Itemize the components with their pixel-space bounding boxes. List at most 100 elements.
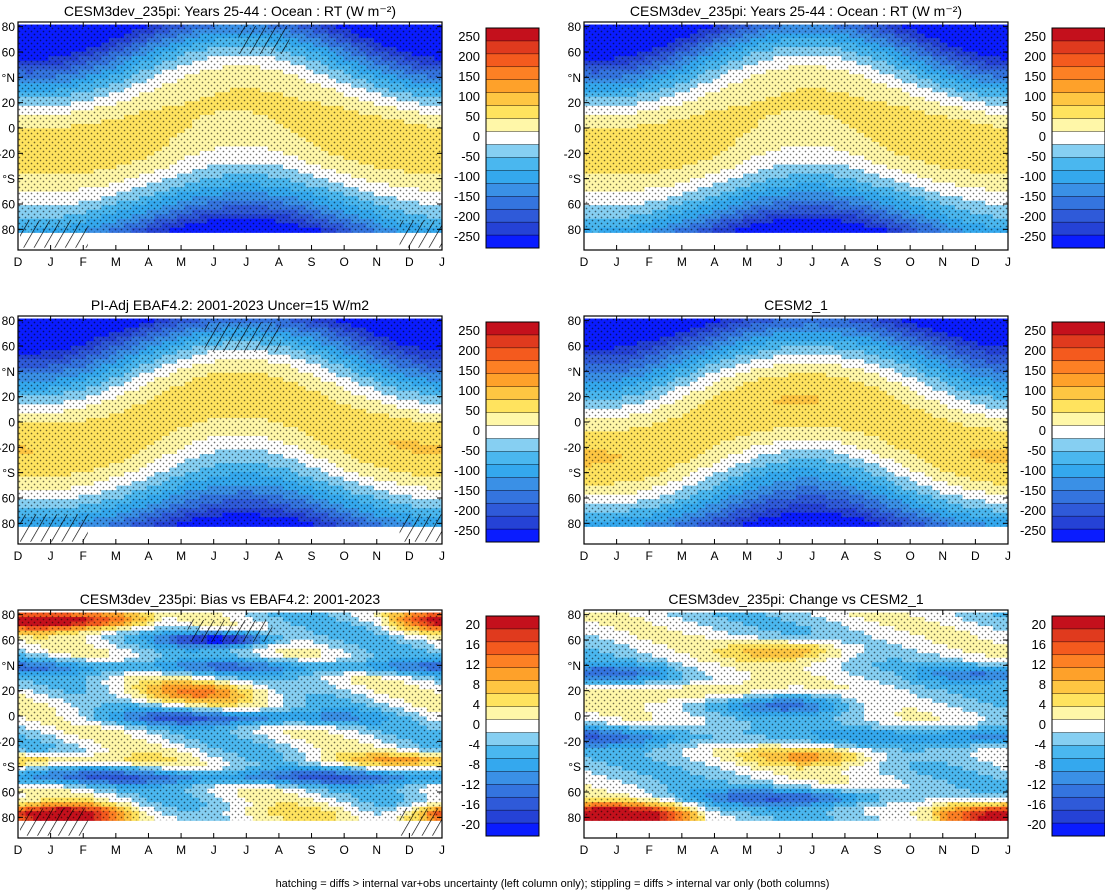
- colorbar-tick-label: 20: [466, 617, 480, 632]
- colorbar-swatch: [1051, 438, 1105, 452]
- x-tick-label: J: [614, 549, 620, 563]
- footnote-text: hatching = diffs > internal var+obs unce…: [275, 878, 830, 890]
- colorbar-swatch: [1051, 822, 1105, 837]
- colorbar-swatch: [485, 641, 540, 656]
- colorbar-tick-label: -20: [1027, 817, 1046, 832]
- colorbar-swatch: [485, 157, 540, 171]
- y-tick-label: 20: [2, 96, 16, 110]
- colorbar-swatch: [485, 131, 540, 145]
- colorbar-swatch: [485, 40, 540, 55]
- x-tick-label: D: [405, 255, 414, 269]
- x-tick-label: F: [80, 549, 87, 563]
- colorbar-swatch: [1051, 667, 1105, 682]
- colorbar-tick-label: 50: [1032, 109, 1046, 124]
- y-tick-label: -20: [0, 441, 15, 455]
- x-tick-label: M: [176, 549, 186, 563]
- x-tick-label: N: [372, 255, 381, 269]
- y-tick-label: °S: [2, 466, 15, 480]
- y-tick-label: 80: [568, 20, 582, 34]
- colorbar-tick-label: -4: [1034, 737, 1046, 752]
- colorbar-swatch: [1051, 464, 1105, 478]
- colorbar-swatch: [485, 680, 540, 695]
- x-tick-label: J: [48, 843, 54, 857]
- x-tick-label: M: [111, 549, 121, 563]
- hatching-overlay: [20, 514, 88, 542]
- colorbar-swatch: [1051, 528, 1105, 543]
- colorbar-swatch: [1051, 144, 1105, 158]
- x-tick-label: J: [1005, 549, 1011, 563]
- colorbar-tick-label: 250: [1024, 29, 1046, 44]
- x-tick-label: F: [80, 255, 87, 269]
- y-tick-label: 0: [574, 416, 581, 430]
- colorbar-tick-label: 0: [473, 423, 480, 438]
- colorbar-frame: [485, 27, 540, 249]
- colorbar-swatch: [1051, 399, 1105, 414]
- colorbar: 20 16 12 8 4 0 -4 -8 -12 -16 -20: [1027, 615, 1105, 837]
- colorbar-swatch: [1051, 641, 1105, 656]
- x-tick-label: J: [211, 255, 217, 269]
- colorbar-tick-label: 8: [1039, 677, 1046, 692]
- colorbar-swatch: [1051, 693, 1105, 708]
- colorbar-swatch: [485, 615, 540, 630]
- colorbar-tick-label: 150: [1024, 69, 1046, 84]
- x-tick-label: M: [742, 549, 752, 563]
- colorbar-swatch: [485, 170, 540, 184]
- chart-title: CESM3dev_235pi: Change vs CESM2_1: [668, 591, 923, 607]
- y-tick-label: 60: [2, 786, 16, 800]
- colorbar-swatch: [485, 208, 540, 223]
- colorbar-swatch: [485, 771, 540, 785]
- x-tick-label: J: [211, 549, 217, 563]
- y-tick-label: -20: [0, 147, 15, 161]
- x-tick-label: M: [677, 255, 687, 269]
- y-tick-label: 60: [2, 492, 16, 506]
- colorbar-tick-label: -150: [454, 483, 480, 498]
- x-tick-label: N: [372, 549, 381, 563]
- x-tick-label: A: [710, 549, 718, 563]
- colorbar-frame: [1051, 615, 1105, 837]
- y-tick-label: 0: [8, 122, 15, 136]
- x-tick-label: J: [809, 843, 815, 857]
- y-tick-label: 80: [2, 314, 16, 328]
- plot-frame: [17, 315, 443, 545]
- y-tick-label: °N: [568, 71, 581, 85]
- x-tick-label: A: [144, 843, 152, 857]
- colorbar-tick-label: -100: [454, 463, 480, 478]
- x-tick-label: D: [14, 255, 23, 269]
- x-tick-label: O: [905, 843, 914, 857]
- colorbar-tick-label: -50: [461, 149, 480, 164]
- hatching-overlay: [238, 26, 290, 54]
- colorbar-tick-label: 200: [1024, 49, 1046, 64]
- colorbar-tick-label: 50: [466, 109, 480, 124]
- colorbar-swatch: [485, 438, 540, 452]
- x-tick-label: S: [308, 549, 316, 563]
- colorbar-swatch: [485, 654, 540, 669]
- colorbar-swatch: [485, 451, 540, 465]
- colorbar-swatch: [1051, 234, 1105, 249]
- hatching-overlay: [20, 808, 88, 836]
- colorbar-frame: [485, 615, 540, 837]
- x-tick-label: A: [275, 549, 283, 563]
- y-tick-label: 20: [568, 96, 582, 110]
- colorbar-swatch: [485, 347, 540, 362]
- colorbar-swatch: [1051, 79, 1105, 94]
- colorbar-swatch: [485, 386, 540, 401]
- x-tick-label: M: [742, 843, 752, 857]
- colorbar-swatch: [1051, 425, 1105, 439]
- x-tick-label: A: [841, 843, 849, 857]
- colorbar-swatch: [1051, 515, 1105, 530]
- y-tick-label: °S: [2, 172, 15, 186]
- colorbar-tick-label: -50: [1027, 149, 1046, 164]
- y-tick-label: 20: [568, 390, 582, 404]
- x-tick-label: J: [243, 549, 249, 563]
- colorbar-swatch: [1051, 771, 1105, 785]
- colorbar-swatch: [485, 822, 540, 837]
- colorbar-tick-label: -100: [1020, 463, 1046, 478]
- y-tick-label: °S: [568, 172, 581, 186]
- colorbar-swatch: [485, 221, 540, 236]
- colorbar-tick-label: 100: [458, 89, 480, 104]
- y-tick-label: 0: [574, 122, 581, 136]
- y-tick-label: °S: [2, 760, 15, 774]
- x-tick-label: S: [874, 549, 882, 563]
- colorbar-swatch: [485, 784, 540, 798]
